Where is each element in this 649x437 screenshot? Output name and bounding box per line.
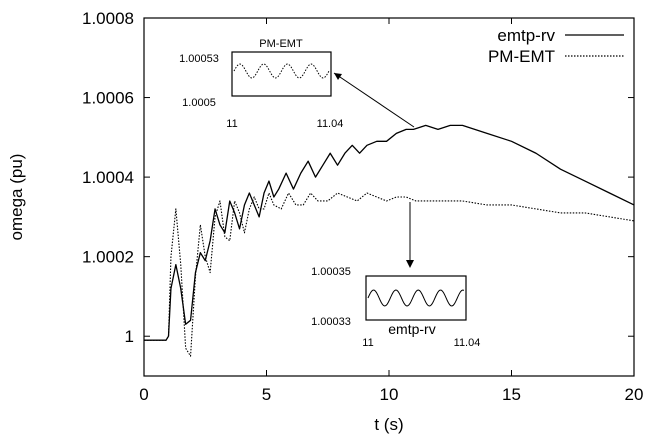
series-group bbox=[144, 124, 635, 357]
x-tick-label: 15 bbox=[502, 385, 521, 404]
inset-emtp-rv-arrowhead bbox=[406, 260, 414, 268]
y-tick-label: 1.0008 bbox=[82, 9, 134, 28]
inset-emtp-rv-ytick-bottom: 1.00033 bbox=[311, 316, 351, 328]
x-tick-label: 20 bbox=[625, 385, 644, 404]
inset-emtp-rv-box bbox=[365, 275, 467, 321]
y-axis-ticks: 1 1.0002 1.0004 1.0006 1.0008 bbox=[82, 9, 634, 346]
inset-emtp-rv-xtick-left: 11 bbox=[362, 337, 373, 349]
inset-emtp-rv-wave bbox=[367, 289, 465, 307]
y-tick-label: 1.0002 bbox=[82, 248, 134, 267]
inset-pm-emt-arrowhead bbox=[334, 73, 342, 80]
inset-emtp-rv-xtick-right: 11.04 bbox=[454, 337, 481, 349]
y-tick-label: 1 bbox=[125, 327, 134, 346]
legend-label-pm-emt: PM-EMT bbox=[488, 47, 555, 66]
inset-pm-emt-wave bbox=[233, 63, 330, 79]
x-axis-title: t (s) bbox=[374, 415, 403, 434]
series-line-emtp-rv bbox=[144, 124, 635, 341]
legend-label-emtp-rv: emtp-rv bbox=[497, 26, 555, 45]
y-tick-label: 1.0006 bbox=[82, 89, 134, 108]
x-tick-label: 10 bbox=[380, 385, 399, 404]
series-line-pm-emt bbox=[144, 192, 635, 357]
inset-pm-emt-xtick-right: 11.04 bbox=[317, 118, 344, 130]
y-tick-label: 1.0004 bbox=[82, 168, 134, 187]
inset-pm-emt-arrow bbox=[333, 72, 415, 128]
inset-emtp-rv-title: emtp-rv bbox=[388, 321, 435, 337]
x-tick-label: 0 bbox=[139, 385, 148, 404]
x-tick-label: 5 bbox=[262, 385, 271, 404]
x-axis-ticks: 0 5 10 15 20 bbox=[139, 18, 643, 404]
inset-pm-emt-box bbox=[231, 51, 332, 97]
inset-pm-emt-ytick-top: 1.00053 bbox=[179, 53, 219, 65]
inset-pm-emt-title: PM-EMT bbox=[259, 38, 303, 50]
y-axis-title: omega (pu) bbox=[7, 154, 26, 241]
legend: emtp-rv PM-EMT bbox=[488, 26, 624, 66]
inset-pm-emt-xtick-left: 11 bbox=[226, 118, 237, 130]
inset-emtp-rv: emtp-rv 1.00035 1.00033 11 11.04 bbox=[311, 202, 480, 349]
inset-emtp-rv-ytick-top: 1.00035 bbox=[311, 266, 351, 278]
inset-pm-emt-ytick-bottom: 1.0005 bbox=[182, 97, 216, 109]
inset-pm-emt: PM-EMT 1.00053 1.0005 11 11.04 bbox=[179, 38, 415, 130]
